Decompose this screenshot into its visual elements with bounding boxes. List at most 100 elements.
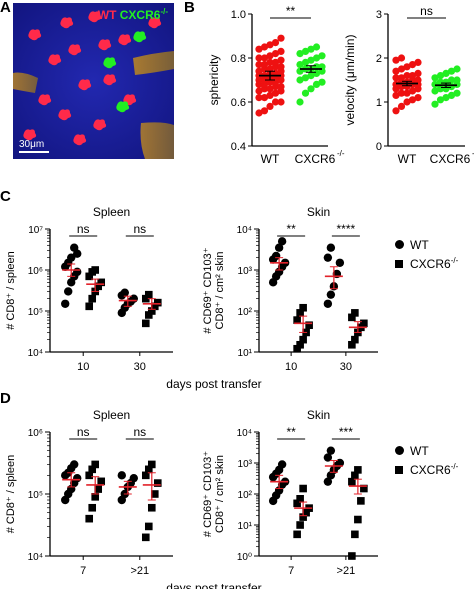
data-point-ko <box>144 311 153 319</box>
data-point-ko <box>94 485 103 493</box>
ko-cell <box>133 31 147 43</box>
significance-label: ** <box>286 222 296 236</box>
data-point <box>392 74 400 82</box>
data-point <box>255 67 263 75</box>
data-point-wt <box>277 237 287 246</box>
data-point-ko <box>354 466 362 474</box>
data-point-ko <box>296 495 304 503</box>
data-point-ko <box>88 503 97 512</box>
data-point-ko <box>293 344 301 353</box>
data-point <box>431 87 439 95</box>
significance-label: ns <box>133 222 146 236</box>
y-tick-label: 10³ <box>238 459 253 470</box>
data-point-ko <box>357 497 365 505</box>
x-tick-label-sup: -/- <box>337 149 345 158</box>
data-point <box>271 58 280 66</box>
data-point <box>431 100 439 108</box>
x-tick-label: 7 <box>80 565 86 577</box>
y-axis-label: # CD69⁺ CD103⁺ <box>202 247 214 333</box>
data-point <box>447 91 456 99</box>
data-point <box>397 74 406 82</box>
significance-label: ns <box>77 222 90 236</box>
data-point <box>392 56 400 64</box>
panel-letter-c: C <box>0 188 11 205</box>
data-point-wt <box>73 267 82 277</box>
data-point <box>408 96 417 104</box>
data-point-wt <box>326 243 336 252</box>
data-point-ko <box>351 309 359 317</box>
data-point <box>296 50 304 58</box>
data-point <box>397 65 406 73</box>
data-point <box>301 74 310 82</box>
data-point-ko <box>153 479 162 487</box>
ko-cell <box>103 57 117 69</box>
legend-c: WT CXCR6-/- <box>395 238 458 271</box>
x-tick-label: 7 <box>288 565 294 577</box>
data-point-ko <box>147 460 156 469</box>
data-point-ko <box>147 307 156 315</box>
data-point-wt <box>277 460 287 469</box>
x-axis-label: days post transfer <box>166 377 261 391</box>
legend-ko: CXCR6-/- <box>119 7 168 22</box>
y-tick-label: 0.4 <box>231 141 246 153</box>
data-point-ko <box>88 294 97 303</box>
data-point <box>397 89 406 97</box>
panel-letter-b: B <box>184 0 195 16</box>
data-point-ko <box>348 477 356 486</box>
data-point <box>397 102 406 110</box>
wt-cell <box>28 29 42 41</box>
data-point <box>266 52 274 60</box>
data-point <box>271 89 280 97</box>
y-tick-label: 10¹ <box>238 521 253 532</box>
data-point <box>255 54 263 62</box>
data-point-ko <box>141 533 150 542</box>
wt-cell <box>93 119 107 131</box>
data-point-wt <box>323 299 333 308</box>
y-axis-label: # CD69⁺ CD103⁺ <box>202 451 214 537</box>
data-point-ko <box>144 522 153 531</box>
x-tick-label: 10 <box>77 361 89 373</box>
data-point <box>277 98 285 106</box>
y-tick-label: 10⁵ <box>28 307 43 318</box>
data-point-ko <box>153 298 162 307</box>
data-point-ko <box>348 340 356 349</box>
data-point-ko <box>293 499 301 508</box>
y-axis-label: CD8⁺ / cm² skin <box>214 252 226 330</box>
significance-label: ns <box>77 425 90 439</box>
panel-letter-d: D <box>0 390 11 407</box>
data-point <box>436 72 445 80</box>
data-point <box>453 89 461 97</box>
data-point <box>312 54 321 62</box>
data-point <box>255 87 263 95</box>
data-point <box>296 98 304 106</box>
data-point-wt <box>73 473 82 483</box>
data-point-wt <box>323 477 333 486</box>
y-axis-label: sphericity <box>207 55 221 106</box>
y-tick-label: 1 <box>376 97 382 109</box>
data-point <box>436 78 445 86</box>
data-point <box>266 58 274 66</box>
data-point-wt <box>70 460 79 469</box>
data-point-wt <box>73 249 82 258</box>
wt-cell <box>118 34 132 46</box>
y-tick-label: 1.0 <box>231 9 246 21</box>
data-point <box>312 69 321 77</box>
data-point-ko <box>293 316 301 324</box>
x-tick-label: >21 <box>337 565 356 577</box>
data-point-ko <box>85 514 94 523</box>
data-point <box>296 76 304 84</box>
data-point <box>255 45 263 53</box>
legend-wt: WT <box>97 8 117 22</box>
x-axis-label: days post transfer <box>166 581 261 589</box>
data-point-ko <box>299 513 307 521</box>
scale-bar-line <box>19 151 49 153</box>
data-point-wt <box>335 258 345 267</box>
data-point <box>442 94 450 102</box>
y-axis-label: # CD8⁺ / spleen <box>5 455 17 534</box>
data-point <box>392 107 400 115</box>
data-point <box>318 52 326 60</box>
y-tick-label: 10² <box>238 490 253 501</box>
data-point <box>403 72 411 80</box>
data-point <box>442 69 450 77</box>
data-point <box>312 43 321 51</box>
